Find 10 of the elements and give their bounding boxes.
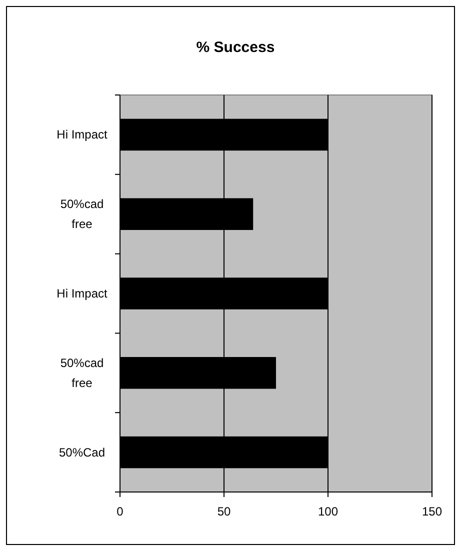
chart-title: % Success (196, 39, 275, 56)
x-tick-label: 50 (217, 504, 231, 519)
y-tick-label: Hi Impact (56, 286, 108, 300)
y-tick-label: 50%Cad (58, 445, 106, 460)
x-tick-label: 0 (116, 504, 124, 519)
y-tick-label: 50%cad free (60, 356, 104, 390)
x-tick-label: 150 (422, 504, 442, 519)
y-tick-label: Hi Impact (56, 128, 108, 142)
x-tick-label: 100 (318, 504, 338, 519)
y-tick-label: 50%cad free (60, 197, 104, 232)
